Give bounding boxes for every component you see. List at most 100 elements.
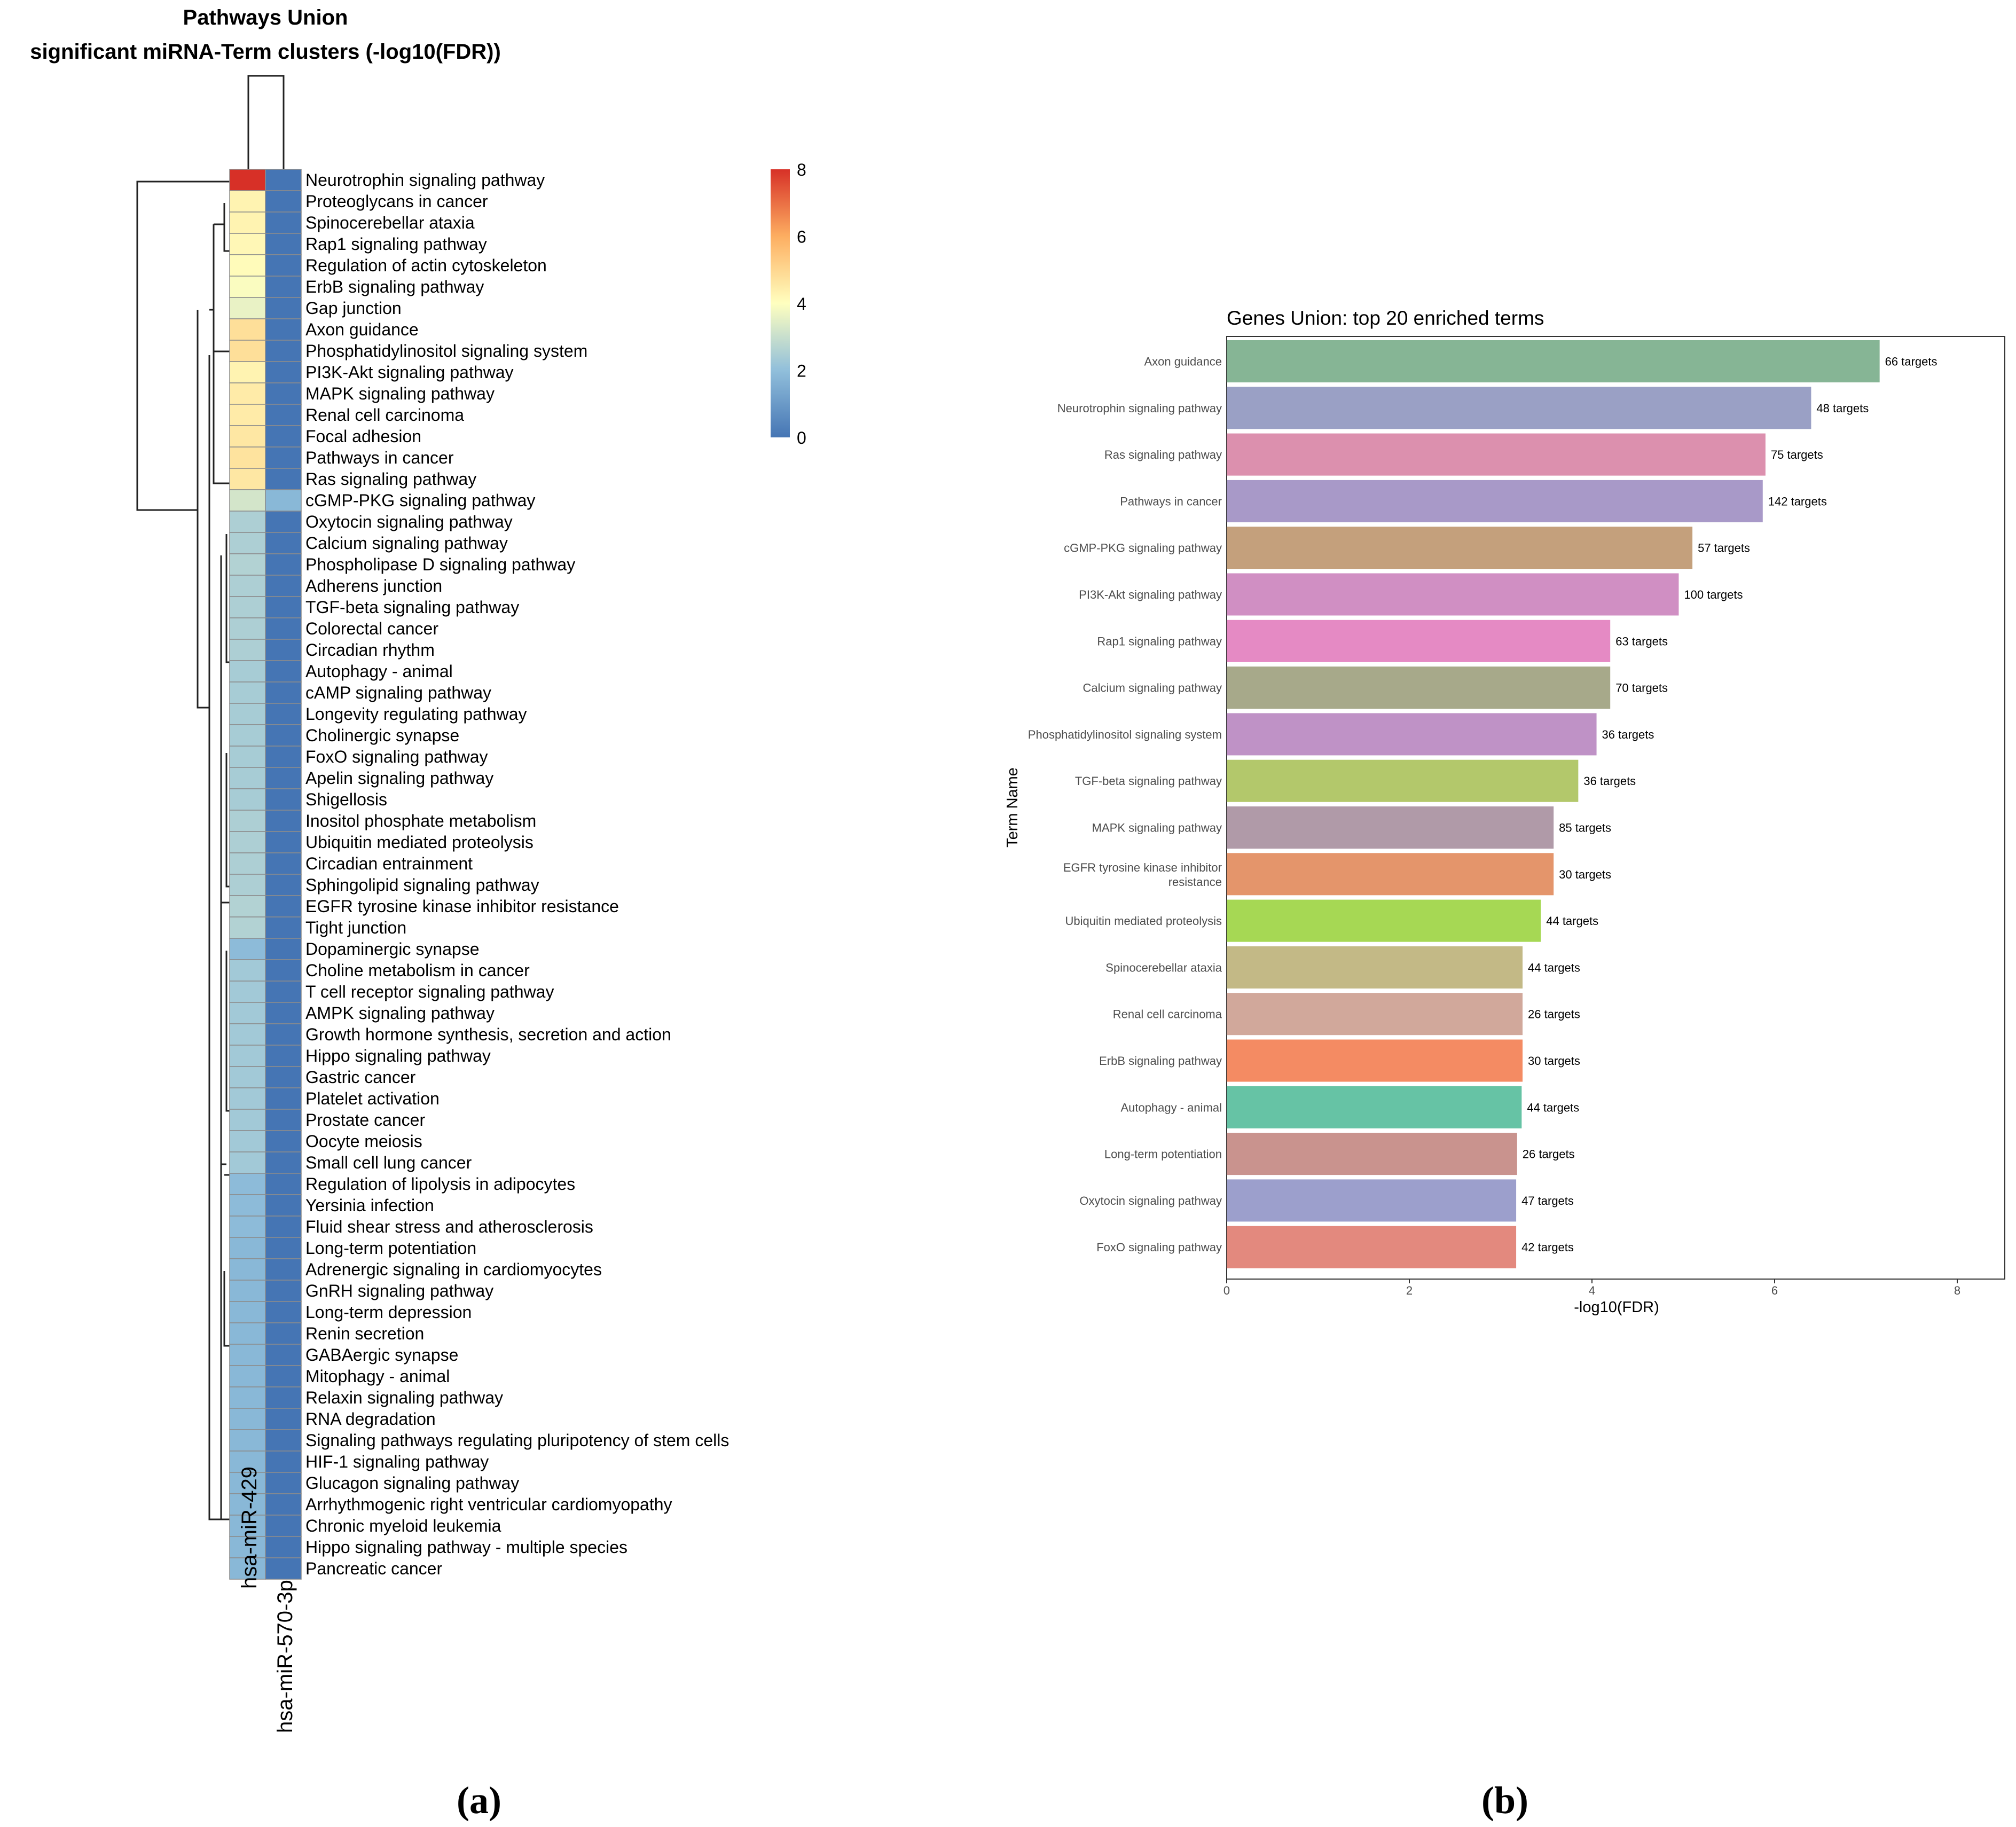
row-label-colorectal-cancer: Colorectal cancer (305, 619, 438, 638)
heatmap-cell (229, 1429, 266, 1452)
heatmap-cell (265, 468, 302, 490)
heatmap-cell (265, 617, 302, 640)
bar-autophagy-animal (1227, 1086, 1522, 1128)
column-dendrogram (247, 75, 285, 170)
heatmap-cell (265, 1557, 302, 1580)
heatmap-cell (229, 874, 266, 896)
colorbar-ticks: 0 2 4 6 8 (797, 160, 806, 448)
heatmap-cell (265, 361, 302, 383)
heatmap-panel: Pathways Union significant miRNA-Term cl… (30, 6, 806, 1822)
heatmap-cell (265, 1322, 302, 1345)
heatmap-cell (229, 1408, 266, 1430)
row-label-circadian-rhythm: Circadian rhythm (305, 640, 435, 660)
row-label-apelin-signaling-pathway: Apelin signaling pathway (305, 769, 493, 788)
heatmap-cell (229, 425, 266, 448)
heatmap-cell (265, 297, 302, 319)
colorbar-tick-label: 6 (797, 228, 806, 247)
row-label-growth-hormone-synthesis-secretion-and-action: Growth hormone synthesis, secretion and … (305, 1025, 671, 1044)
bar-data-label: 30 targets (1528, 1054, 1580, 1068)
y-tick-label: PI3K-Akt signaling pathway (1079, 588, 1222, 601)
heatmap-cell (265, 703, 302, 725)
heatmap-cell (265, 1045, 302, 1067)
heatmap-cell (229, 1301, 266, 1323)
heatmap-cell (265, 233, 302, 255)
heatmap-cell (229, 981, 266, 1003)
bar-data-label: 63 targets (1615, 634, 1668, 648)
heatmap-cell (229, 575, 266, 597)
heatmap-cell (265, 318, 302, 341)
bar-chart-title: Genes Union: top 20 enriched terms (1227, 307, 1544, 329)
heatmap-cell (265, 425, 302, 448)
bar-ras-signaling-pathway (1227, 433, 1766, 476)
y-tick-label: Calcium signaling pathway (1083, 681, 1222, 695)
heatmap-cell (229, 1450, 266, 1473)
heatmap-cell (265, 1237, 302, 1259)
row-label-circadian-entrainment: Circadian entrainment (305, 854, 473, 873)
row-label-shigellosis: Shigellosis (305, 790, 387, 809)
row-label-arrhythmogenic-right-ventricular-cardiomyopathy: Arrhythmogenic right ventricular cardiom… (305, 1495, 672, 1514)
row-label-rna-degradation: RNA degradation (305, 1409, 436, 1429)
heatmap-cell (229, 746, 266, 768)
heatmap-cell (265, 1258, 302, 1281)
colorbar-tick-label: 2 (797, 362, 806, 381)
bar-erbb-signaling-pathway (1227, 1039, 1523, 1082)
heatmap-cell (229, 959, 266, 982)
heatmap-cell (229, 1066, 266, 1088)
heatmap-cell (265, 1429, 302, 1452)
row-label-calcium-signaling-pathway: Calcium signaling pathway (305, 534, 508, 553)
row-label-signaling-pathways-regulating-pluripotency-of-stem-cells: Signaling pathways regulating pluripoten… (305, 1431, 729, 1450)
panel-label-b: (b) (1481, 1779, 1528, 1822)
heatmap-cell (265, 1194, 302, 1217)
heatmap-cell (265, 382, 302, 405)
y-tick-label: MAPK signaling pathway (1092, 821, 1222, 835)
heatmap-cell (229, 1194, 266, 1217)
colorbar (771, 169, 790, 437)
heatmap-cell (265, 532, 302, 554)
heatmap-cell (265, 169, 302, 191)
heatmap-cell (229, 211, 266, 234)
bar-data-label: 70 targets (1615, 681, 1668, 695)
heatmap-cell (265, 276, 302, 298)
heatmap-cell (229, 1173, 266, 1195)
heatmap-cell (265, 959, 302, 982)
heatmap-cell (265, 1536, 302, 1558)
y-tick-label: cGMP-PKG signaling pathway (1064, 542, 1222, 555)
bar-data-label: 66 targets (1885, 355, 1937, 368)
heatmap-cell (265, 767, 302, 789)
row-label-axon-guidance: Axon guidance (305, 320, 419, 339)
heatmap-cell (229, 1557, 266, 1580)
bar-axon-guidance (1227, 340, 1880, 382)
bar-pi3k-akt-signaling-pathway (1227, 573, 1679, 616)
heatmap-cell (229, 404, 266, 426)
bar-data-label: 42 targets (1521, 1241, 1574, 1254)
y-tick-label: EGFR tyrosine kinase inhibitor resistance (1063, 861, 1222, 889)
row-label-hippo-signaling-pathway: Hippo signaling pathway (305, 1046, 491, 1065)
heatmap-cell (229, 831, 266, 853)
heatmap-cell (229, 617, 266, 640)
row-label-long-term-depression: Long-term depression (305, 1303, 472, 1322)
bar-series: Axon guidance 66 targets Neurotrophin sign… (1028, 340, 1937, 1268)
row-label-hif-1-signaling-pathway: HIF-1 signaling pathway (305, 1452, 489, 1471)
bar-data-label: 30 targets (1559, 868, 1611, 881)
bar-spinocerebellar-ataxia (1227, 946, 1523, 989)
heatmap-cell (229, 1386, 266, 1409)
heatmap-cell (229, 1258, 266, 1281)
heatmap-cell (265, 938, 302, 960)
heatmap-cell (229, 1344, 266, 1366)
heatmap-cell (229, 1280, 266, 1302)
heatmap-cell (229, 1322, 266, 1345)
y-tick-label: Phosphatidylinositol signaling system (1028, 728, 1222, 741)
row-label-tight-junction: Tight junction (305, 918, 406, 937)
heatmap-cell (265, 1002, 302, 1024)
heatmap-cell (229, 660, 266, 683)
heatmap-cell (265, 1365, 302, 1387)
bar-data-label: 57 targets (1698, 542, 1750, 555)
heatmap-cell (229, 1002, 266, 1024)
heatmap-cell (229, 297, 266, 319)
heatmap-cell (229, 895, 266, 918)
row-label-choline-metabolism-in-cancer: Choline metabolism in cancer (305, 961, 530, 980)
y-tick-label: Oxytocin signaling pathway (1079, 1194, 1222, 1207)
heatmap-cell (229, 681, 266, 704)
heatmap-cell (229, 468, 266, 490)
heatmap-row-labels: Neurotrophin signaling pathway Proteoglyc… (305, 170, 729, 1578)
